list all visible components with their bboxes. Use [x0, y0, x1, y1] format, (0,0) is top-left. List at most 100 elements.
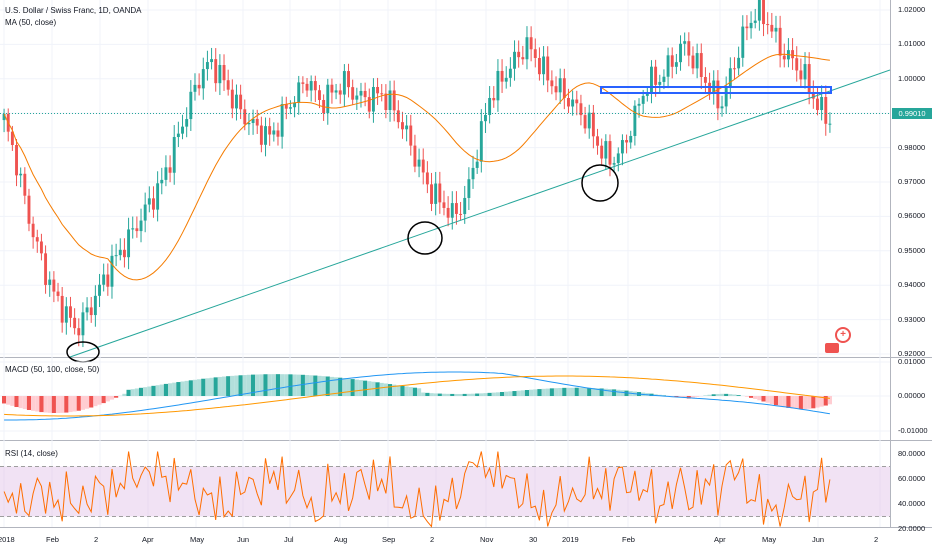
- macd-hist-bar: [765, 396, 770, 403]
- candle-body: [276, 130, 280, 137]
- macd-hist-bar: [375, 382, 380, 396]
- candle-body: [567, 98, 570, 107]
- candle-body: [81, 312, 85, 336]
- candle-body: [264, 126, 267, 145]
- macd-hist-bar: [55, 396, 61, 414]
- time-tick-label: 2: [430, 535, 435, 544]
- macd-hist-bar: [105, 396, 110, 402]
- macd-hist-bar: [620, 390, 625, 396]
- macd-hist-bar: [383, 383, 388, 396]
- candle-body: [820, 96, 824, 111]
- candle-body: [662, 76, 666, 82]
- candle-body: [691, 55, 695, 69]
- macd-hist-bar: [728, 394, 733, 396]
- macd-hist-bar: [753, 396, 758, 400]
- macd-hist-bar: [417, 388, 422, 396]
- candle-body: [442, 202, 446, 208]
- candle-body: [571, 99, 575, 107]
- macd-hist-bar: [280, 374, 285, 396]
- candle-body: [284, 104, 288, 109]
- macd-hist-bar: [321, 376, 326, 396]
- macd-hist-bar: [97, 396, 102, 405]
- rsi-tick-label: 60.0000: [898, 474, 926, 483]
- candle-body: [280, 104, 284, 137]
- candle-body: [56, 291, 60, 296]
- macd-hist-bar: [80, 396, 85, 410]
- macd-hist-bar: [18, 396, 23, 409]
- candle-body: [376, 86, 380, 94]
- candle-body: [384, 93, 388, 111]
- candle-body: [745, 26, 749, 29]
- candle-body: [587, 112, 591, 129]
- macd-hist-bar: [545, 388, 550, 396]
- macd-hist-bar: [827, 396, 832, 405]
- candle-body: [318, 90, 321, 100]
- candle-body: [392, 90, 396, 111]
- candle-body: [189, 91, 193, 120]
- candle-body: [156, 183, 160, 210]
- macd-hist-bar: [64, 396, 69, 413]
- macd-hist-bar: [317, 375, 322, 396]
- macd-hist-bar: [500, 392, 505, 396]
- resistance-band: [600, 86, 832, 94]
- candle-body: [355, 95, 359, 100]
- macd-hist-bar: [599, 388, 604, 396]
- candle-body: [2, 113, 6, 121]
- candle-body: [824, 96, 828, 124]
- candle-body: [214, 59, 218, 84]
- macd-hist-bar: [89, 396, 94, 408]
- macd-hist-bar: [508, 391, 513, 396]
- symbol-title: U.S. Dollar / Swiss Franc, 1D, OANDA: [5, 6, 142, 15]
- candle-body: [492, 97, 496, 101]
- rsi-line: [3, 451, 831, 528]
- macd-hist-bar: [815, 396, 820, 408]
- candle-body: [48, 279, 52, 285]
- candle-body: [529, 37, 533, 50]
- candle-body: [143, 204, 147, 221]
- macd-hist-bar: [607, 389, 613, 396]
- macd-hist-bar: [408, 387, 413, 396]
- candle-body: [459, 213, 463, 215]
- candle-body: [683, 41, 687, 44]
- candle-body: [139, 220, 143, 232]
- flag-icon: [825, 343, 839, 353]
- macd-hist-bar: [300, 374, 305, 396]
- candle-body: [102, 274, 106, 285]
- candle-body: [708, 82, 712, 94]
- macd-hist-bar: [114, 396, 119, 398]
- candle-body: [247, 122, 251, 125]
- time-tick-label: May: [190, 535, 205, 544]
- macd-hist-bar: [798, 396, 803, 410]
- candle-body: [330, 84, 334, 93]
- macd-hist-bar: [487, 392, 492, 396]
- candle-body: [782, 55, 786, 60]
- alert-icon[interactable]: +: [835, 327, 851, 343]
- candle-body: [301, 82, 305, 84]
- candle-body: [612, 163, 616, 165]
- macd-hist-bar: [504, 391, 509, 396]
- candle-body: [620, 140, 624, 154]
- macd-hist-bar: [512, 391, 517, 396]
- candle-body: [633, 105, 637, 136]
- price-tick-label: 1.02000: [898, 5, 926, 14]
- macd-hist-bar: [562, 387, 567, 396]
- macd-hist-bar: [574, 387, 579, 396]
- macd-hist-bar: [43, 396, 48, 413]
- macd-hist-bar: [184, 380, 189, 396]
- macd-hist-bar: [516, 390, 521, 396]
- macd-hist-bar: [221, 376, 227, 396]
- macd-hist-bar: [172, 382, 177, 396]
- candle-body: [637, 103, 641, 106]
- macd-hist-bar: [387, 384, 393, 396]
- candle-body: [181, 126, 184, 134]
- candle-body: [596, 136, 599, 146]
- macd-hist-bar: [819, 396, 824, 407]
- candle-body: [147, 198, 151, 205]
- macd-hist-bar: [412, 387, 417, 396]
- macd-hist-bar: [703, 395, 708, 396]
- candle-body: [687, 41, 691, 56]
- macd-hist-bar: [437, 393, 442, 396]
- candle-body: [475, 161, 479, 168]
